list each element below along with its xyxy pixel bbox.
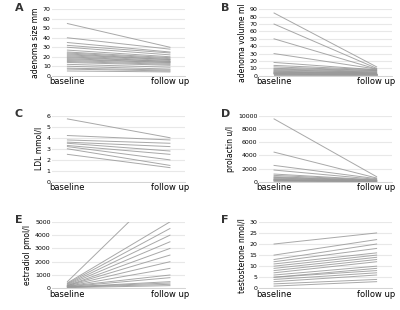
Y-axis label: adenoma volume ml: adenoma volume ml [238, 3, 247, 82]
Text: D: D [221, 109, 230, 119]
Text: B: B [221, 3, 230, 13]
Y-axis label: adenoma size mm: adenoma size mm [31, 7, 40, 78]
Y-axis label: estradiol pmol/l: estradiol pmol/l [23, 225, 32, 285]
Text: F: F [221, 215, 229, 225]
Text: A: A [15, 3, 23, 13]
Y-axis label: LDL mmol/l: LDL mmol/l [35, 127, 44, 170]
Y-axis label: prolactin u/l: prolactin u/l [226, 126, 235, 172]
Text: E: E [15, 215, 22, 225]
Text: C: C [15, 109, 23, 119]
Y-axis label: testosterone nmol/l: testosterone nmol/l [238, 218, 247, 293]
